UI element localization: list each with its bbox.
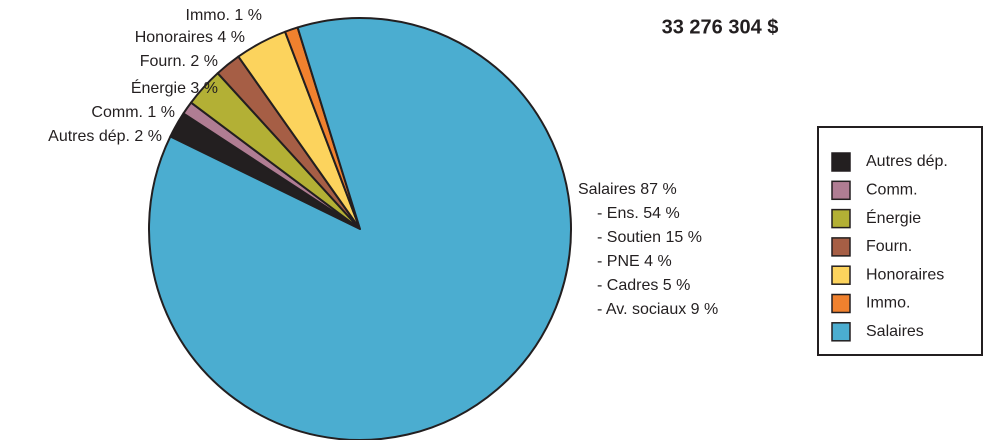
slice-label: Fourn. 2 % [140, 53, 218, 70]
legend-label: Énergie [866, 208, 921, 227]
annotation: - PNE 4 % [597, 253, 672, 270]
slice-label: Comm. 1 % [91, 104, 175, 121]
legend-label: Honoraires [866, 266, 944, 283]
legend-swatch [831, 237, 851, 257]
slice-label: Immo. 1 % [186, 7, 262, 24]
legend-swatch [831, 180, 851, 201]
pie-slice [148, 17, 572, 440]
legend-swatch [831, 293, 851, 314]
legend-label: Immo. [866, 295, 910, 312]
legend-label: Salaires [866, 323, 924, 340]
legend-swatch [831, 322, 851, 342]
legend-swatch [831, 265, 851, 285]
legend-label: Comm. [866, 182, 918, 199]
annotation: - Av. sociaux 9 % [597, 301, 718, 318]
chart-title: 33 276 304 $ [662, 16, 779, 38]
annotation: - Cadres 5 % [597, 277, 690, 294]
annotation: - Soutien 15 % [597, 229, 702, 246]
slice-label: Salaires 87 % [578, 181, 677, 198]
legend-label: Fourn. [866, 238, 912, 255]
legend-label: Autres dép. [866, 153, 948, 170]
annotation: - Ens. 54 % [597, 205, 680, 222]
slice-label: Autres dép. 2 % [48, 128, 162, 145]
slice-label: Énergie 3 % [131, 78, 218, 97]
slice-label: Honoraires 4 % [135, 29, 245, 46]
legend-swatch [831, 208, 851, 229]
legend-swatch [831, 152, 851, 172]
